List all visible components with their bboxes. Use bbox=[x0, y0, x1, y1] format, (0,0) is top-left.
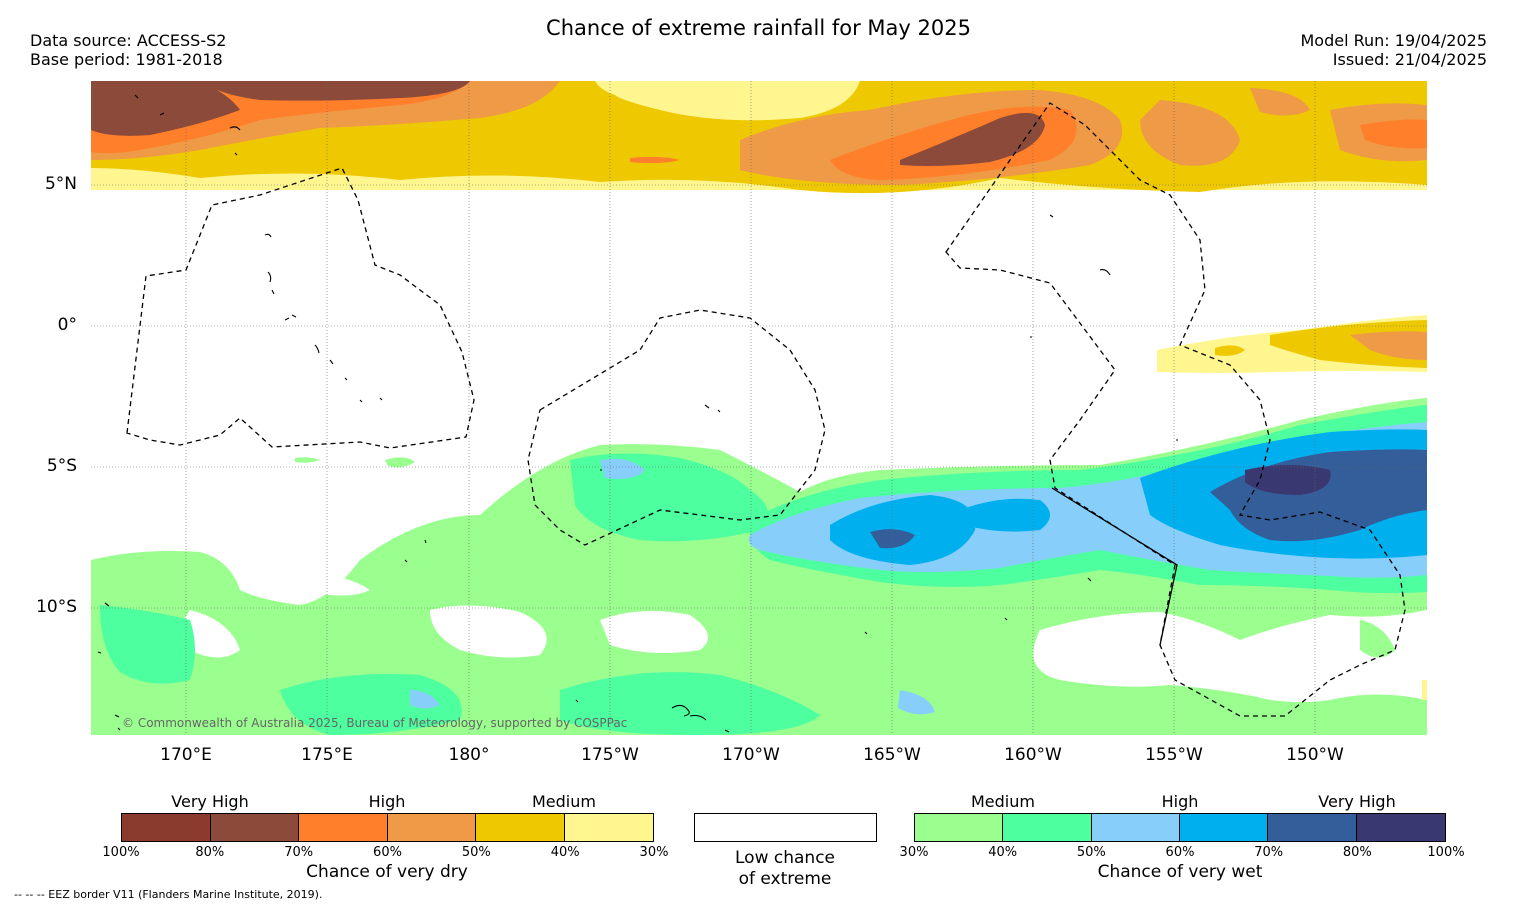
issued-date: Issued: 21/04/2025 bbox=[1332, 50, 1487, 69]
wet-tick-1: 40% bbox=[988, 845, 1018, 860]
dry-swatch-4 bbox=[476, 814, 565, 841]
lon-label-165w: 165°W bbox=[863, 745, 921, 765]
dry-tick-4: 50% bbox=[461, 845, 491, 860]
wet-heading-medium: Medium bbox=[971, 792, 1035, 811]
data-source: Data source: ACCESS-S2 bbox=[30, 31, 227, 50]
lat-label-0: 0° bbox=[57, 315, 77, 335]
low-chance-swatch bbox=[694, 813, 877, 842]
dry-tick-3: 60% bbox=[373, 845, 402, 860]
dry-heading-high: High bbox=[368, 792, 406, 811]
lat-label-5n: 5°N bbox=[44, 174, 77, 194]
wet-heading-high: High bbox=[1161, 792, 1199, 811]
rainfall-map bbox=[91, 81, 1427, 735]
wet-caption: Chance of very wet bbox=[1097, 862, 1263, 882]
dry-tick-0: 100% bbox=[102, 845, 140, 860]
wet-tick-3: 60% bbox=[1165, 845, 1195, 860]
page-title: Chance of extreme rainfall for May 2025 bbox=[546, 16, 971, 40]
dry-swatch-2 bbox=[299, 814, 388, 841]
dry-tick-6: 30% bbox=[639, 845, 669, 860]
wet-colorbar bbox=[914, 813, 1446, 842]
wet-swatch-1 bbox=[1003, 814, 1092, 841]
low-chance-caption-1: Low chance bbox=[735, 848, 835, 868]
dry-tick-5: 40% bbox=[550, 845, 580, 860]
lon-label-155w: 155°W bbox=[1145, 745, 1203, 765]
wet-tick-6: 100% bbox=[1427, 845, 1465, 860]
lon-label-170e: 170°E bbox=[160, 745, 212, 765]
dry-tick-1: 80% bbox=[195, 845, 225, 860]
dry-heading-medium: Medium bbox=[532, 792, 596, 811]
wet-heading-very-high: Very High bbox=[1318, 792, 1396, 811]
dry-swatch-3 bbox=[387, 814, 476, 841]
dry-band-north bbox=[91, 81, 1427, 194]
model-run: Model Run: 19/04/2025 bbox=[1300, 31, 1488, 50]
dry-band-equator bbox=[1157, 315, 1427, 373]
dry-tick-2: 70% bbox=[284, 845, 314, 860]
dry-swatch-1 bbox=[210, 814, 299, 841]
lat-label-10s: 10°S bbox=[36, 597, 77, 617]
base-period: Base period: 1981-2018 bbox=[30, 50, 223, 69]
dry-caption: Chance of very dry bbox=[306, 862, 468, 882]
eez-borders bbox=[126, 102, 1406, 717]
lon-label-175e: 175°E bbox=[301, 745, 353, 765]
wet-tick-4: 70% bbox=[1254, 845, 1284, 860]
wet-swatch-4 bbox=[1268, 814, 1357, 841]
lat-label-5s: 5°S bbox=[46, 456, 77, 476]
copyright-notice: © Commonwealth of Australia 2025, Bureau… bbox=[122, 716, 628, 730]
boundary-line bbox=[1051, 487, 1178, 646]
dry-swatch-5 bbox=[564, 814, 653, 841]
wet-swatch-0 bbox=[915, 814, 1004, 841]
low-chance-caption-2: of extreme bbox=[738, 869, 832, 889]
wet-swatch-5 bbox=[1356, 814, 1445, 841]
wet-swatch-2 bbox=[1091, 814, 1180, 841]
lon-label-170w: 170°W bbox=[722, 745, 780, 765]
wet-band-south bbox=[91, 398, 1427, 735]
lon-label-175w: 175°W bbox=[581, 745, 639, 765]
dry-heading-very-high: Very High bbox=[171, 792, 249, 811]
lon-label-150w: 150°W bbox=[1286, 745, 1344, 765]
lon-label-180: 180° bbox=[448, 745, 490, 765]
graticule bbox=[91, 81, 1427, 735]
dry-colorbar bbox=[121, 813, 654, 842]
wet-tick-0: 30% bbox=[899, 845, 929, 860]
lon-label-160w: 160°W bbox=[1004, 745, 1062, 765]
dry-swatch-0 bbox=[122, 814, 211, 841]
coastlines bbox=[97, 94, 1178, 733]
eez-footnote: -- -- -- EEZ border V11 (Flanders Marine… bbox=[14, 888, 323, 901]
wet-tick-5: 80% bbox=[1342, 845, 1372, 860]
wet-swatch-3 bbox=[1179, 814, 1269, 841]
wet-tick-2: 50% bbox=[1076, 845, 1106, 860]
